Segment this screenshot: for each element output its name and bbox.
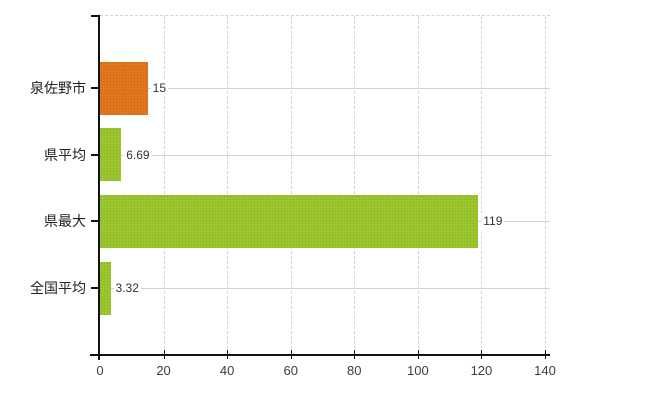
x-tick [290,350,292,359]
x-tick [354,350,356,359]
category-label: 泉佐野市 [30,80,86,96]
horizontal-gridline [100,154,550,156]
x-tick-label: 0 [96,363,104,378]
horizontal-gridline [100,288,550,290]
bar[interactable] [100,194,479,248]
x-tick-label: 60 [283,363,298,378]
x-tick [545,350,546,359]
category-tick [91,153,99,156]
y-axis-top-tick [91,15,99,17]
bar[interactable] [100,261,111,315]
plot-top-border [100,15,550,16]
x-tick-label: 40 [219,363,235,378]
bar[interactable] [100,61,148,115]
x-tick-label: 80 [347,363,362,378]
x-tick-label: 140 [534,363,556,378]
x-tick [227,350,229,359]
value-label: 15 [150,80,169,96]
horizontal-gridline [100,88,550,89]
value-label: 6.69 [124,146,152,163]
category-tick [91,87,99,89]
bar[interactable] [100,128,122,182]
vertical-gridline [354,16,356,354]
x-tick-label: 120 [470,363,493,378]
vertical-gridline [417,16,419,354]
category-tick [91,220,99,223]
vertical-gridline [481,16,483,354]
x-tick [481,350,483,359]
vertical-gridline [163,16,165,354]
x-axis-line [90,354,550,356]
x-tick-label: 20 [156,363,171,378]
category-label: 県平均 [44,146,86,163]
vertical-gridline [227,16,229,354]
category-tick [91,287,99,290]
x-tick [417,350,419,359]
x-tick [163,350,165,359]
vertical-gridline [545,16,546,354]
value-label: 119 [481,213,505,230]
x-tick-label: 100 [406,363,429,378]
y-axis-line [98,15,100,360]
category-label: 全国平均 [30,280,86,297]
value-label: 3.32 [113,280,141,297]
vertical-gridline [290,16,292,354]
category-label: 県最大 [44,213,86,230]
